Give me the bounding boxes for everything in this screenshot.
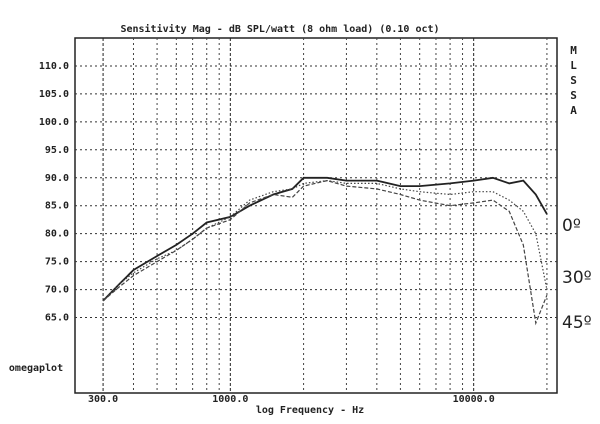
y-tick-label: 90.0 bbox=[45, 173, 69, 184]
y-tick-label: 85.0 bbox=[45, 201, 69, 212]
y-tick-label: 75.0 bbox=[45, 257, 69, 268]
y-tick-label: 95.0 bbox=[45, 145, 69, 156]
chart-title: Sensitivity Mag - dB SPL/watt (8 ohm loa… bbox=[120, 23, 439, 35]
x-axis-label: log Frequency - Hz bbox=[256, 405, 364, 416]
plot-frame bbox=[74, 37, 558, 394]
series-label: 0º bbox=[562, 216, 581, 236]
x-tick-label: 300.0 bbox=[88, 394, 118, 405]
x-tick-label: 10000.0 bbox=[453, 394, 495, 405]
y-tick-label: 105.0 bbox=[39, 89, 69, 100]
series-line bbox=[102, 179, 548, 326]
corner-label: omegaplot bbox=[9, 363, 63, 374]
y-tick-label: 100.0 bbox=[39, 117, 69, 128]
series-label: 30º bbox=[562, 268, 592, 288]
series-label: 45º bbox=[562, 313, 592, 333]
y-tick-label: 80.0 bbox=[45, 229, 69, 240]
series-line bbox=[102, 176, 548, 302]
side-label: MLSSA bbox=[567, 44, 580, 119]
series-line bbox=[102, 179, 548, 302]
y-tick-label: 65.0 bbox=[45, 313, 69, 324]
y-tick-label: 70.0 bbox=[45, 285, 69, 296]
x-tick-label: 1000.0 bbox=[212, 394, 248, 405]
y-tick-label: 110.0 bbox=[39, 61, 69, 72]
